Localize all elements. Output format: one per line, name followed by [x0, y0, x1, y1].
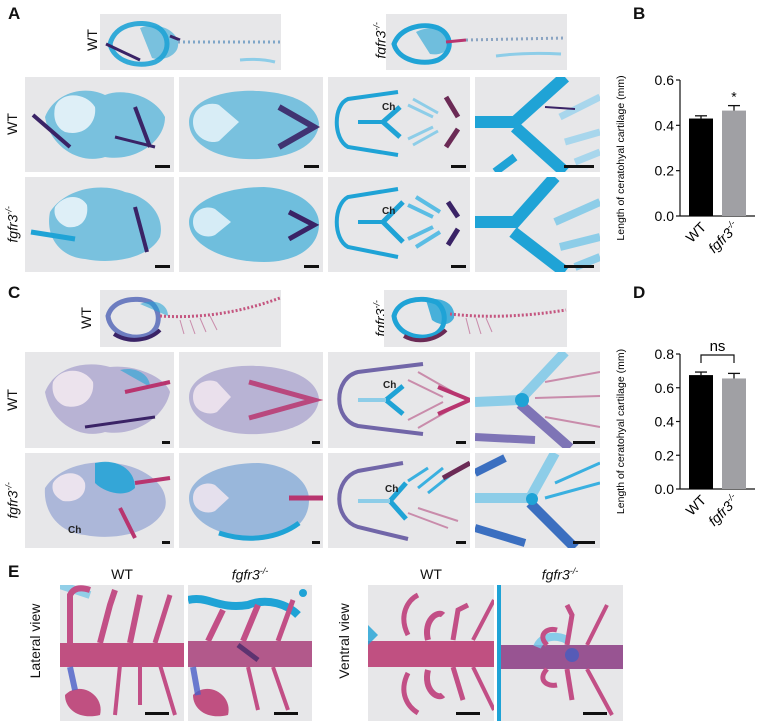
panel-c-fgfr3-dorsal-head-image [179, 453, 323, 548]
significance-bracket [700, 354, 735, 363]
svg-text:WT: WT [682, 491, 709, 518]
panel-letter-b: B [633, 4, 646, 23]
panel-a-row-label-wt: WT [4, 113, 20, 135]
bar-chart-d: Length of ceratohyal cartilage (mm) 0.0 0.… [615, 338, 755, 529]
panel-c-fgfr3-ceratohyal-closeup-image [475, 453, 600, 548]
panel-e-row-label-lateral: Lateral view [27, 603, 43, 679]
panel-c-whole-fish-wt-image [100, 290, 281, 347]
bar [722, 378, 746, 489]
scale-bar [456, 441, 466, 444]
bar [689, 375, 713, 489]
scale-bar [274, 712, 298, 715]
scale-bar [304, 165, 319, 168]
panel-e-wt-ventral-vertebrae-image [368, 585, 494, 721]
scale-bar [304, 265, 319, 268]
scale-bar [145, 712, 169, 715]
panel-a-fgfr3-lateral-head-image [25, 177, 174, 272]
panel-e-col-label-fgfr3-ventral: fgfr3-/- [541, 566, 579, 583]
chart-d: Length of ceratohyal cartilage (mm) 0.0 0.… [608, 335, 763, 560]
panel-e-fgfr3-lateral-vertebrae-image [188, 585, 312, 721]
panel-c-fgfr3-lateral-head-image [25, 453, 174, 548]
scale-bar [451, 165, 466, 168]
bar-chart-b: Length of ceratohyal cartilage (mm) 0.0 0.… [615, 72, 755, 256]
ceratohyal-annotation: Ch [382, 102, 396, 113]
y-tick-label: 0.0 [655, 481, 675, 497]
panel-letter-d: D [633, 283, 646, 302]
y-tick-label: 0.4 [655, 117, 675, 133]
significance-label: ns [710, 338, 726, 355]
panel-c-top-label-wt: WT [78, 307, 94, 329]
scale-bar [573, 541, 595, 544]
x-tick-label: fgfr3-/- [704, 218, 742, 256]
scale-bar [312, 541, 320, 544]
y-tick-label: 0.6 [655, 380, 675, 396]
panel-a-top-label-wt: WT [84, 29, 100, 51]
scale-bar [451, 265, 466, 268]
whole-fish-skeleton-illustration [105, 20, 280, 67]
bar [722, 110, 746, 216]
panel-a-whole-fish-wt-image [100, 14, 281, 70]
panel-c-row-label-fgfr3: fgfr3-/- [3, 482, 21, 519]
panel-letter-a: A [8, 4, 21, 23]
panel-a-wt-ceratohyal-closeup-image [475, 77, 600, 172]
x-tick-label: fgfr3-/- [704, 491, 742, 529]
scale-bar [583, 712, 607, 715]
bar [689, 118, 713, 216]
panel-c-fgfr3-ventral-head-image [328, 453, 470, 548]
y-tick-label: 0.2 [655, 163, 675, 179]
scale-bar [564, 165, 594, 168]
scale-bar [162, 441, 170, 444]
ceratohyal-annotation: Ch [382, 206, 396, 217]
ceratohyal-annotation: Ch [385, 484, 399, 495]
panel-a-whole-fish-fgfr3-image [386, 14, 567, 70]
panel-letter-c: C [8, 283, 21, 302]
panel-a-wt-lateral-head-image [25, 77, 174, 172]
y-tick-label: 0.4 [655, 414, 675, 430]
panel-e-wt-lateral-vertebrae-image [60, 585, 184, 721]
y-axis-label: Length of ceratohyal cartilage (mm) [615, 75, 627, 240]
panel-e-row-label-ventral: Ventral view [336, 603, 352, 679]
svg-text:fgfr3-/-: fgfr3-/- [704, 218, 742, 256]
scale-bar [456, 541, 466, 544]
y-tick-label: 0.2 [655, 447, 675, 463]
svg-text:fgfr3-/-: fgfr3-/- [704, 491, 742, 529]
scale-bar [564, 265, 594, 268]
x-tick-label: WT [682, 491, 709, 518]
chart-b: Length of ceratohyal cartilage (mm) 0.0 0.… [608, 60, 763, 280]
panel-c-wt-dorsal-head-image [179, 352, 323, 448]
whole-fish-skeleton-illustration [391, 23, 567, 65]
panel-c-whole-fish-fgfr3-image [384, 290, 567, 347]
panel-a-wt-ventral-head-image [328, 77, 470, 172]
panel-a-row-label-fgfr3: fgfr3-/- [3, 206, 21, 243]
y-axis-label: Length of ceratohyal cartilage (mm) [615, 349, 627, 514]
panel-e-fgfr3-ventral-vertebrae-image [497, 585, 623, 721]
y-tick-label: 0.0 [655, 208, 675, 224]
panel-letter-e: E [8, 562, 20, 581]
scale-bar [162, 541, 170, 544]
scale-bar [456, 712, 480, 715]
significance-label: * [731, 89, 737, 105]
panel-c-wt-ceratohyal-closeup-image [475, 352, 600, 448]
x-tick-label: WT [682, 218, 709, 245]
panel-e-col-label-fgfr3-lateral: fgfr3-/- [231, 566, 269, 583]
panel-a-fgfr3-ceratohyal-closeup-image [475, 177, 600, 272]
svg-text:WT: WT [682, 218, 709, 245]
ceratohyal-annotation: Ch [68, 525, 82, 536]
y-tick-label: 0.6 [655, 72, 675, 88]
panel-a-fgfr3-dorsal-head-image [179, 177, 323, 272]
scale-bar [155, 265, 170, 268]
scale-bar [573, 441, 595, 444]
panel-a-wt-dorsal-head-image [179, 77, 323, 172]
ceratohyal-annotation: Ch [383, 380, 397, 391]
panel-e-col-label-wt-lateral: WT [111, 566, 133, 582]
scale-bar [312, 441, 320, 444]
y-tick-label: 0.8 [655, 346, 675, 362]
panel-e-col-label-wt-ventral: WT [420, 566, 442, 582]
panel-a-fgfr3-ventral-head-image [328, 177, 470, 272]
panel-c-row-label-wt: WT [4, 389, 20, 411]
panel-c-wt-ventral-head-image [328, 352, 470, 448]
panel-c-wt-lateral-head-image [25, 352, 174, 448]
scale-bar [155, 165, 170, 168]
